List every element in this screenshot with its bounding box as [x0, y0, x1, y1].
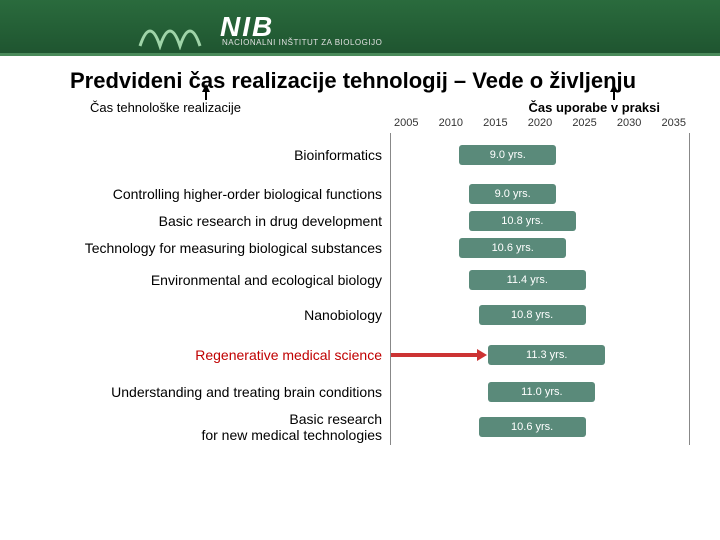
- year-tick: 2020: [528, 117, 552, 133]
- row-label: Environmental and ecological biology: [151, 265, 382, 295]
- labels-column: BioinformaticsControlling higher-order b…: [10, 117, 390, 445]
- row-label: Bioinformatics: [294, 133, 382, 177]
- bar-row: 11.0 yrs.: [391, 375, 689, 409]
- bar-row: 9.0 yrs.: [391, 177, 689, 211]
- highlight-arrow: [391, 353, 479, 357]
- duration-bar: 10.6 yrs.: [459, 238, 566, 258]
- bar-row: 11.4 yrs.: [391, 265, 689, 295]
- timeline-column: 2005201020152020202520302035 9.0 yrs.9.0…: [390, 117, 690, 445]
- duration-bar: 10.8 yrs.: [479, 305, 586, 325]
- duration-bar: 11.0 yrs.: [488, 382, 595, 402]
- row-label: Technology for measuring biological subs…: [85, 231, 382, 265]
- row-label: Basic research in drug development: [159, 211, 382, 231]
- year-tick: 2015: [483, 117, 507, 133]
- row-label: Basic research for new medical technolog…: [201, 409, 382, 445]
- arrow-up-right: [608, 82, 620, 102]
- year-tick: 2025: [572, 117, 596, 133]
- duration-bar: 10.8 yrs.: [469, 211, 576, 231]
- slide-title: Predvideni čas realizacije tehnologij – …: [70, 68, 680, 94]
- row-label: Understanding and treating brain conditi…: [111, 375, 382, 409]
- bar-row: 10.8 yrs.: [391, 211, 689, 231]
- subtitle-left: Čas tehnološke realizacije: [90, 100, 241, 115]
- chart-area: BioinformaticsControlling higher-order b…: [0, 117, 720, 445]
- bar-row: 9.0 yrs.: [391, 133, 689, 177]
- row-label: Regenerative medical science: [195, 335, 382, 375]
- bar-row: 10.6 yrs.: [391, 409, 689, 445]
- bars-area: 9.0 yrs. 9.0 yrs. 10.8 yrs. 10.6 yrs. 11.4 y…: [390, 133, 690, 445]
- year-tick: 2010: [439, 117, 463, 133]
- year-tick: 2035: [661, 117, 685, 133]
- header-banner: NIB NACIONALNI INŠTITUT ZA BIOLOGIJO: [0, 0, 720, 56]
- year-axis: 2005 2010 2015 2020 2025 2030 2035: [390, 117, 690, 133]
- row-label: Controlling higher-order biological func…: [113, 177, 382, 211]
- bar-row: 10.6 yrs.: [391, 231, 689, 265]
- year-tick: 2030: [617, 117, 641, 133]
- row-label: Nanobiology: [304, 295, 382, 335]
- logo-graphic: [130, 6, 210, 50]
- arrow-up-left: [200, 82, 212, 102]
- duration-bar: 10.6 yrs.: [479, 417, 586, 437]
- duration-bar: 9.0 yrs.: [469, 184, 557, 204]
- bar-row: 11.3 yrs.: [391, 335, 689, 375]
- year-tick: 2005: [394, 117, 418, 133]
- duration-bar: 11.3 yrs.: [488, 345, 605, 365]
- duration-bar: 11.4 yrs.: [469, 270, 586, 290]
- header-subtitle: NACIONALNI INŠTITUT ZA BIOLOGIJO: [222, 38, 382, 47]
- duration-bar: 9.0 yrs.: [459, 145, 556, 165]
- subtitle-row: Čas tehnološke realizacije Čas uporabe v…: [0, 100, 720, 115]
- subtitle-right: Čas uporabe v praksi: [529, 100, 661, 115]
- bar-row: 10.8 yrs.: [391, 295, 689, 335]
